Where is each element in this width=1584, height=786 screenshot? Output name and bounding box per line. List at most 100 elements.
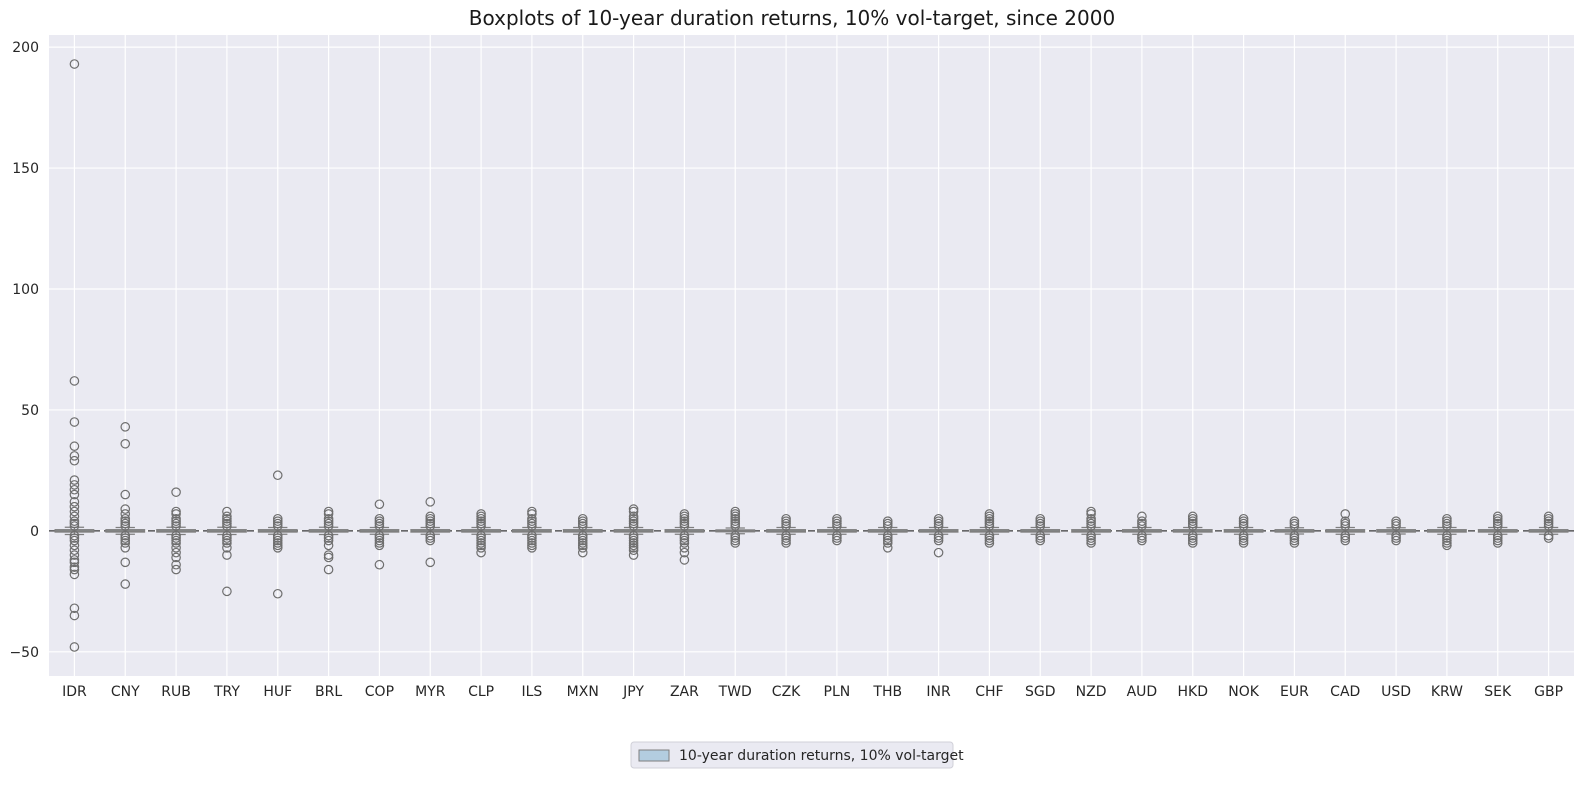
outlier-point [1391,533,1401,543]
outlier-point [476,511,486,522]
outlier-point [679,530,690,541]
outlier-point [577,540,588,551]
x-tick-label: CHF [975,684,1003,700]
outlier-point [1442,518,1452,529]
outlier-point [1442,533,1452,543]
outlier-point [374,538,385,548]
x-tick-label: TRY [213,684,240,700]
outlier-point [933,535,944,546]
outlier-point [69,521,80,531]
outlier-point [171,518,181,529]
outlier-point [69,484,80,495]
outlier-point [577,542,588,553]
outlier-point [984,516,995,526]
outlier-point [1492,513,1503,524]
outlier-point [1391,535,1401,546]
outlier-point [69,511,80,522]
outlier-point [1391,530,1401,541]
outlier-point [1492,511,1503,522]
outlier-point [730,535,741,546]
y-tick-label: 150 [12,161,39,177]
outlier-point [120,542,131,553]
outlier-point [527,533,537,543]
outlier-point [577,513,588,524]
x-tick-label: HKD [1178,684,1209,700]
outlier-point [272,535,283,546]
outlier-point [171,530,181,541]
outlier-point [222,542,232,553]
outlier-point [832,535,842,546]
outlier-point [171,533,181,543]
outlier-point [1035,530,1046,541]
outlier-point [984,513,995,524]
outlier-point [120,509,131,519]
outlier-point [69,441,80,452]
outlier-point [374,516,385,526]
outlier-point [323,509,334,519]
outlier-point [730,538,741,548]
y-tick-label: −50 [9,645,39,661]
y-tick-label: 100 [12,282,39,298]
outlier-point [527,518,537,529]
outlier-point [1391,518,1401,529]
outlier-point [476,513,486,524]
outlier-point [171,538,181,548]
x-tick-label: INR [926,684,951,700]
outlier-point [425,511,436,522]
outlier-point [272,513,283,524]
outlier-point [323,550,334,560]
outlier-point [1289,521,1300,531]
outlier-point [69,550,80,560]
outlier-point [933,521,944,531]
legend-label: 10-year duration returns, 10% vol-target [679,748,964,764]
outlier-point [1391,516,1401,526]
outlier-point [882,533,893,543]
x-tick-label: CZK [772,684,801,700]
outlier-point [222,506,232,517]
outlier-point [781,533,791,543]
outlier-point [476,547,486,558]
outlier-point [476,538,486,548]
outlier-point [476,518,486,529]
outlier-point [69,480,80,490]
outlier-point [1289,535,1300,546]
outlier-point [984,533,995,543]
chart-title: Boxplots of 10-year duration returns, 10… [469,6,1115,30]
outlier-point [628,513,639,524]
outlier-point [120,530,131,541]
outlier-point [222,586,232,597]
box-try [207,506,247,597]
outlier-point [1137,530,1147,541]
outlier-point [1492,530,1503,541]
outlier-point [1391,521,1401,531]
outlier-point [476,533,486,543]
box-zar [664,509,705,565]
outlier-point [476,542,486,553]
outlier-point [222,521,232,531]
outlier-point [425,521,436,531]
outlier-point [1137,535,1147,546]
box-ils [511,506,552,553]
legend-frame [630,741,954,769]
outlier-point [222,533,232,543]
outlier-point [628,535,639,546]
outlier-point [882,518,893,529]
outlier-point [1340,530,1351,541]
box-twd [715,506,756,548]
outlier-point [679,547,690,558]
outlier-point [1187,511,1198,522]
outlier-point [730,511,741,522]
outlier-point [628,533,639,543]
outlier-point [222,513,232,524]
outlier-point [69,535,80,546]
outlier-point [1543,518,1554,529]
outlier-point [1086,538,1096,548]
legend: 10-year duration returns, 10% vol-target [630,741,964,769]
outlier-point [323,535,334,546]
outlier-point [628,504,639,514]
outlier-point [628,530,639,541]
x-tick-label: SEK [1484,684,1512,700]
x-tick-label: USD [1381,684,1411,700]
outlier-point [984,530,995,541]
outlier-point [832,518,842,529]
